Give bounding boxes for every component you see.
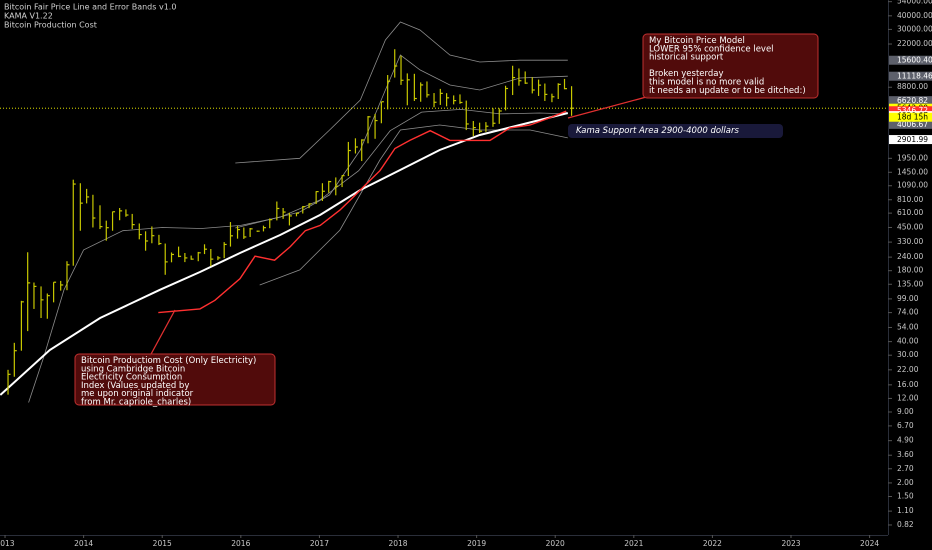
y-tick-label: 1950.00 xyxy=(897,153,928,162)
y-tick-label: 6.70 xyxy=(897,421,914,430)
y-tick-label: 1450.00 xyxy=(897,167,928,176)
y-tick-label: 2.00 xyxy=(897,478,914,487)
y-tick-label: 0.82 xyxy=(897,520,914,529)
y-tick-label: 1.50 xyxy=(897,491,914,500)
y-tick-label: 40000.00 xyxy=(897,11,932,20)
annotation-pointer xyxy=(567,95,651,119)
x-tick-label: 2023 xyxy=(781,539,800,548)
y-tick-label: 450.00 xyxy=(897,222,923,231)
price-marker-label: 5346.72 xyxy=(897,106,928,115)
x-tick-label: 2016 xyxy=(231,539,250,548)
annotation-text: using Cambridge Bitcoin xyxy=(81,364,185,374)
legend-entry: KAMA V1.22 xyxy=(4,12,53,21)
price-marker xyxy=(889,71,932,81)
x-tick-label: 2014 xyxy=(74,539,93,548)
annotation-pointer xyxy=(149,309,176,357)
indicator-line xyxy=(158,110,567,314)
legend-entry: Bitcoin Production Cost xyxy=(4,21,97,30)
y-tick-label: 240.00 xyxy=(897,252,923,261)
y-tick-label: 330.00 xyxy=(897,237,923,246)
y-tick-label: 30000.00 xyxy=(897,24,932,33)
y-tick-label: 22.00 xyxy=(897,365,919,374)
legend-entry: Bitcoin Fair Price Line and Error Bands … xyxy=(4,3,176,12)
annotation-text: it needs an update or to be ditched:) xyxy=(649,86,806,96)
annotation-text: historical support xyxy=(649,53,724,63)
price-marker xyxy=(889,119,932,129)
x-tick-label: 2015 xyxy=(153,539,172,548)
x-tick-label: 2018 xyxy=(388,539,407,548)
annotation-text: LOWER 95% confidence level xyxy=(649,44,774,54)
price-marker xyxy=(889,96,932,106)
y-tick-label: 54.00 xyxy=(897,322,919,331)
x-tick-label: 2022 xyxy=(703,539,722,548)
y-tick-label: 1090.00 xyxy=(897,181,928,190)
annotation-box xyxy=(74,353,276,406)
indicator-line xyxy=(235,54,568,229)
countdown-box xyxy=(889,112,932,122)
annotation-text: Index (Values updated by xyxy=(81,381,189,391)
y-tick-label: 99.00 xyxy=(897,294,919,303)
annotation-text: Kama Support Area 2900-4000 dollars xyxy=(576,126,739,136)
y-tick-label: 8800.00 xyxy=(897,82,928,91)
annotation-text: me upon original indicator xyxy=(81,389,194,399)
price-marker-label: 2901.99 xyxy=(897,135,928,144)
x-tick-label: 2024 xyxy=(860,539,879,548)
legend: Bitcoin Fair Price Line and Error Bands … xyxy=(4,3,176,30)
indicator-line xyxy=(259,124,568,286)
annotation-text: Broken yesterday xyxy=(649,69,724,79)
price-marker-label: 6620.82 xyxy=(897,96,928,105)
plot-area xyxy=(0,21,888,403)
annotation-text: Electricity Consumption xyxy=(81,373,182,383)
price-marker-label: 11118.46 xyxy=(897,72,932,81)
price-marker xyxy=(889,55,932,65)
annotation-text: this model is no more valid xyxy=(649,78,764,88)
x-tick-label: 2020 xyxy=(546,539,565,548)
y-tick-label: 810.00 xyxy=(897,195,923,204)
annotation-text: My Bitcoin Price Model xyxy=(649,36,745,46)
y-tick-label: 22000.00 xyxy=(897,39,932,48)
y-tick-label: 12.00 xyxy=(897,393,919,402)
y-tick-label: 1.10 xyxy=(897,506,914,515)
y-tick-label: 30.00 xyxy=(897,350,919,359)
x-tick-label: 2019 xyxy=(467,539,486,548)
indicator-line xyxy=(0,112,569,396)
y-tick-label: 135.00 xyxy=(897,279,923,288)
y-tick-label: 74.00 xyxy=(897,308,919,317)
annotation-text: Bitcoin Productiom Cost (Only Electricit… xyxy=(81,356,256,366)
price-marker-label: 15600.40 xyxy=(897,56,932,65)
indicator-line xyxy=(235,21,568,164)
price-marker xyxy=(889,106,932,116)
y-tick-label: 3.60 xyxy=(897,450,914,459)
countdown: 18d 15h xyxy=(897,113,928,122)
price-marker-label: 4006.67 xyxy=(897,120,928,129)
y-tick-label: 16.00 xyxy=(897,380,919,389)
annotation-box xyxy=(568,124,783,138)
y-tick-label: 4.90 xyxy=(897,436,914,445)
y-tick-label: 40.00 xyxy=(897,337,919,346)
annotation-box xyxy=(642,33,819,99)
x-tick-label: 2021 xyxy=(624,539,643,548)
y-tick-label: 180.00 xyxy=(897,266,923,275)
y-tick-label: 9.00 xyxy=(897,407,914,416)
y-tick-label: 610.00 xyxy=(897,208,923,217)
y-tick-label: 2.70 xyxy=(897,464,914,473)
y-tick-label: 54000.00 xyxy=(897,0,932,6)
x-tick-label: 2017 xyxy=(310,539,329,548)
annotation-text: from Mr. capriole_charles) xyxy=(81,398,191,408)
indicator-line xyxy=(28,108,568,403)
price-marker xyxy=(889,135,932,145)
